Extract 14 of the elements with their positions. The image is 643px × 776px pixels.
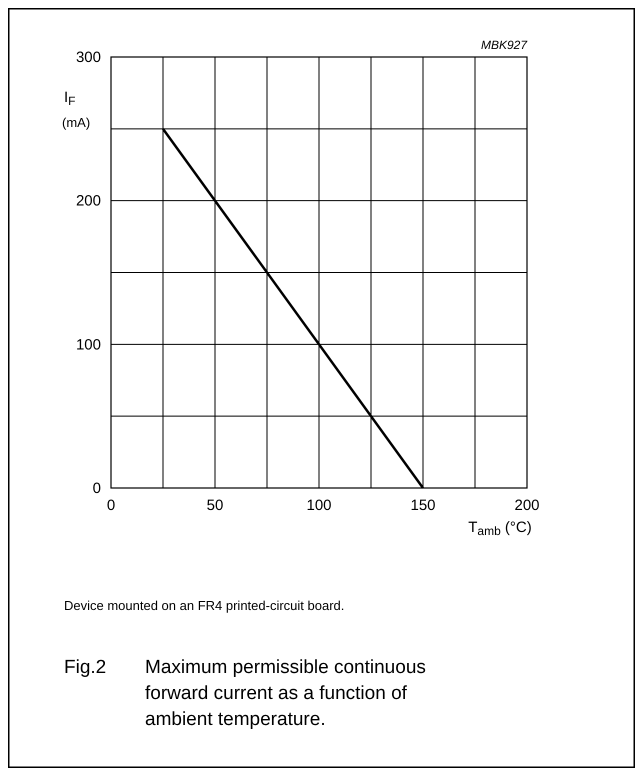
y-tick-label: 100 — [76, 336, 101, 354]
y-tick-label: 200 — [76, 192, 101, 210]
x-tick-label: 100 — [306, 497, 332, 514]
y-axis-title: I$_{F}$ (mA) — [62, 89, 90, 130]
x-tick-label: 150 — [410, 497, 436, 514]
text: MBK927 — [480, 38, 528, 52]
y-tick-label: 300 — [76, 49, 101, 66]
x-tick-label: 200 — [514, 497, 540, 514]
x-axis-title: T$_{amb}$ (°C) — [468, 519, 532, 538]
y-tick-label: 0 — [92, 480, 101, 497]
x-tick-label: 50 — [206, 497, 224, 514]
x-tick-label: 0 — [106, 497, 116, 514]
text: Device mounted on an FR4 printed-circuit board. — [64, 598, 344, 613]
chart-title: Fig.2 Maximum permissible continuous forward current as a function of ambient temperature. — [64, 657, 426, 730]
